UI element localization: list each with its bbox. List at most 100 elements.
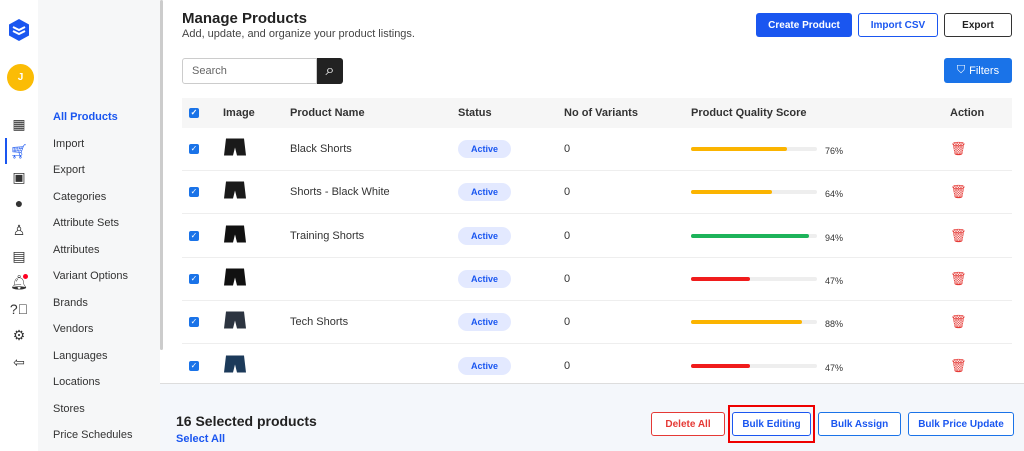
delete-all-button[interactable]: Delete All — [651, 412, 725, 436]
status-badge: Active — [458, 313, 512, 332]
delete-icon[interactable]: 🗑︎ — [950, 270, 967, 286]
quality-score-bar — [691, 363, 817, 368]
status-badge: Active — [458, 356, 512, 375]
delete-icon[interactable]: 🗑︎ — [950, 227, 967, 243]
quality-score-bar — [691, 147, 817, 151]
row-checkbox[interactable]: ✓ — [189, 144, 199, 154]
col-name: Product Name — [290, 107, 365, 119]
table-row[interactable]: ✓ Tech Shorts Active 0 88% 🗑︎ — [182, 301, 1012, 345]
products-submenu: All Products Import Export Categories At… — [38, 0, 160, 451]
product-image[interactable] — [223, 354, 247, 377]
row-checkbox[interactable]: ✓ — [189, 187, 199, 198]
status-badge: Active — [458, 269, 512, 288]
quality-score-label: 94% — [825, 232, 844, 243]
submenu-all-products[interactable]: All Products — [53, 111, 118, 123]
help-icon[interactable]: ?⃝ — [9, 301, 29, 317]
bell-icon[interactable]: 🔔︎ — [10, 273, 28, 290]
col-status: Status — [458, 107, 492, 119]
row-checkbox[interactable]: ✓ — [189, 273, 199, 284]
export-button[interactable]: Export — [944, 13, 1012, 37]
create-product-button[interactable]: Create Product — [756, 13, 852, 37]
logout-icon[interactable]: ⇦ — [13, 353, 25, 370]
quality-score-label: 76% — [825, 146, 844, 156]
submenu-attributes[interactable]: Attributes — [53, 244, 100, 256]
table-row[interactable]: ✓ Black Shorts Active 0 76% 🗑︎ — [182, 128, 1012, 171]
quality-score-label: 88% — [825, 319, 844, 330]
import-csv-button[interactable]: Import CSV — [858, 13, 938, 37]
submenu-attribute-sets[interactable]: Attribute Sets — [53, 217, 120, 229]
settings-icon[interactable]: ⚙ — [12, 326, 26, 343]
variant-count: 0 — [564, 359, 571, 372]
filters-button[interactable]: ⛉ Filters — [944, 58, 1012, 83]
quality-score-bar — [691, 190, 817, 195]
product-name[interactable]: Training Shorts — [290, 229, 365, 242]
main-content: Manage Products Add, update, and organiz… — [165, 0, 1024, 451]
delete-icon[interactable]: 🗑︎ — [950, 357, 967, 373]
bulk-assign-button[interactable]: Bulk Assign — [818, 412, 901, 436]
row-checkbox[interactable]: ✓ — [189, 360, 199, 371]
quality-score-label: 47% — [825, 275, 844, 286]
quality-score-bar — [691, 276, 817, 281]
search-input[interactable]: Search — [182, 58, 317, 84]
bulk-editing-button[interactable]: Bulk Editing — [732, 412, 811, 436]
select-all-link[interactable]: Select All — [176, 433, 226, 445]
bulk-action-bar: 16 Selected products Select All Delete A… — [160, 383, 1024, 451]
dashboard-icon[interactable]: ▦ — [12, 115, 26, 132]
product-name[interactable]: Shorts - Black White — [290, 186, 390, 199]
submenu-locations[interactable]: Locations — [53, 376, 101, 388]
submenu-vendors[interactable]: Vendors — [53, 323, 94, 335]
media-icon[interactable]: ▣ — [12, 168, 26, 185]
invoice-icon[interactable]: ▤ — [12, 247, 26, 264]
product-name[interactable]: Tech Shorts — [290, 316, 349, 329]
table-row[interactable]: ✓ Active 0 47% 🗑︎ — [182, 258, 1012, 301]
submenu-export[interactable]: Export — [53, 164, 85, 176]
col-image: Image — [223, 107, 255, 119]
submenu-languages[interactable]: Languages — [53, 350, 108, 362]
table-header: ✓ Image Product Name Status No of Varian… — [182, 98, 1012, 128]
quality-score-bar — [691, 320, 817, 325]
submenu-categories[interactable]: Categories — [53, 191, 107, 203]
delete-icon[interactable]: 🗑︎ — [950, 314, 967, 330]
page-subtitle: Add, update, and organize your product l… — [182, 28, 415, 40]
row-checkbox[interactable]: ✓ — [189, 230, 199, 241]
variant-count: 0 — [564, 229, 571, 242]
submenu-import[interactable]: Import — [53, 138, 85, 150]
quality-score-label: 64% — [825, 189, 844, 200]
quality-score-bar — [691, 233, 817, 238]
search-button[interactable]: ⌕ — [317, 58, 343, 84]
filters-label: Filters — [969, 64, 1000, 77]
logo-icon — [9, 19, 29, 41]
product-image[interactable] — [223, 224, 247, 247]
submenu-scrollbar[interactable] — [160, 0, 163, 350]
avatar[interactable]: J — [7, 64, 34, 91]
quality-score-label: 47% — [825, 362, 844, 373]
delete-icon[interactable]: 🗑︎ — [950, 184, 967, 200]
table-row[interactable]: ✓ Training Shorts Active 0 94% 🗑︎ — [182, 215, 1012, 258]
highlight-box — [728, 405, 815, 443]
product-name[interactable]: Black Shorts — [290, 143, 352, 155]
product-image[interactable] — [223, 311, 247, 334]
product-image[interactable] — [223, 138, 247, 161]
status-badge: Active — [458, 183, 512, 202]
submenu-stores[interactable]: Stores — [53, 403, 85, 415]
row-checkbox[interactable]: ✓ — [189, 317, 199, 328]
variant-count: 0 — [564, 272, 571, 285]
submenu-brands[interactable]: Brands — [53, 297, 88, 309]
variant-count: 0 — [564, 316, 571, 329]
globe-icon[interactable]: ● — [14, 195, 24, 211]
product-image[interactable] — [223, 267, 247, 290]
product-image[interactable] — [223, 181, 247, 204]
select-all-checkbox[interactable]: ✓ — [189, 108, 199, 118]
table-row[interactable]: ✓ Shorts - Black White Active 0 64% 🗑︎ — [182, 171, 1012, 215]
users-icon[interactable]: ♙ — [12, 221, 26, 238]
filter-icon: ⛉ — [956, 64, 966, 76]
delete-icon[interactable]: 🗑︎ — [950, 141, 967, 156]
col-variants: No of Variants — [564, 107, 638, 119]
table-row[interactable]: ✓ Active 0 47% 🗑︎ — [182, 345, 1012, 388]
cart-icon[interactable]: 🛒︎ — [10, 142, 28, 159]
status-badge: Active — [458, 226, 512, 245]
submenu-price-schedules[interactable]: Price Schedules — [53, 429, 133, 441]
variant-count: 0 — [564, 143, 571, 155]
bulk-price-update-button[interactable]: Bulk Price Update — [908, 412, 1014, 436]
submenu-variant-options[interactable]: Variant Options — [53, 270, 129, 282]
